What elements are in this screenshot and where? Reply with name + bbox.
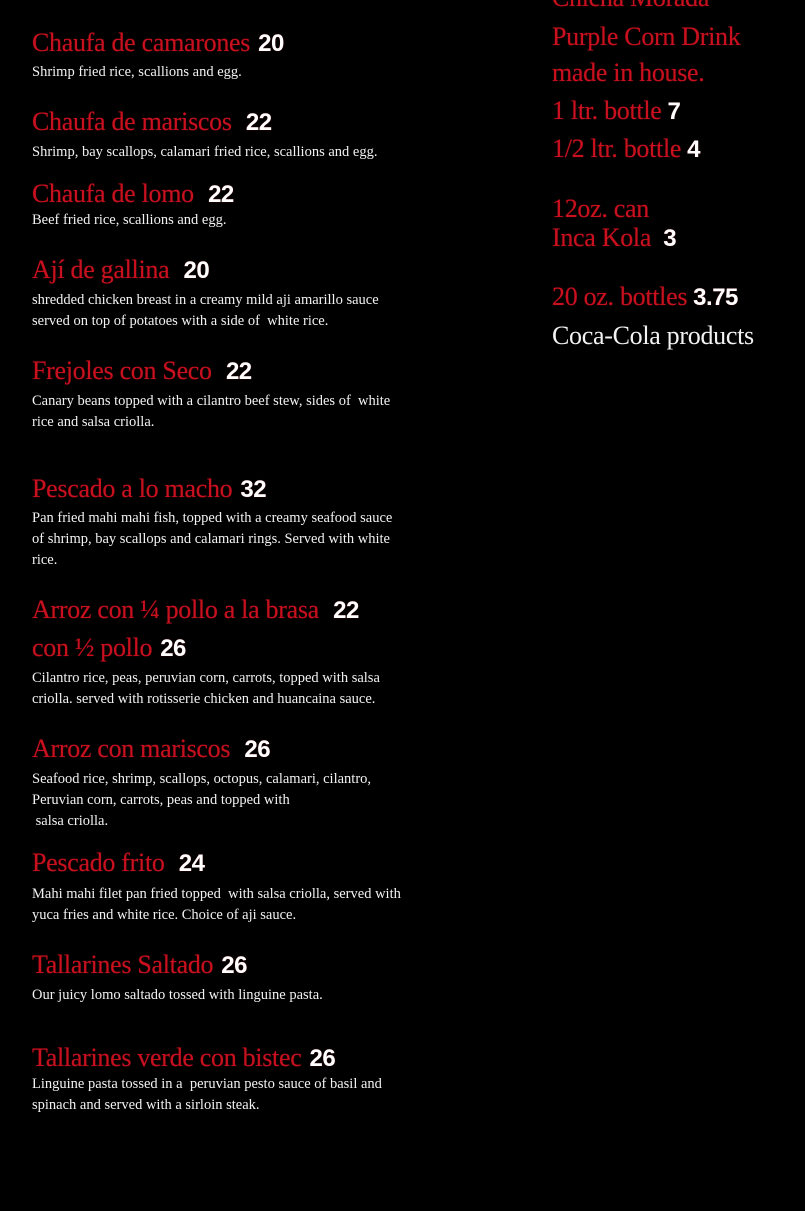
menu-item-description: Beef fried rice, scallions and egg. (32, 210, 432, 231)
drink-line: 1/2 ltr. bottle 4 (552, 134, 700, 164)
menu-item-name: Frejoles con Seco 22 (32, 356, 252, 386)
menu-item-name: Arroz con ¼ pollo a la brasa 22 (32, 595, 359, 625)
item-variant-text: con ½ pollo (32, 633, 153, 662)
drink-line: Chicha Morada (552, 0, 709, 13)
item-price: 22 (208, 181, 234, 208)
item-name-text: Ají de gallina (32, 255, 176, 284)
description-line: criolla. served with rotisserie chicken … (32, 691, 376, 707)
drink-price: 4 (687, 136, 700, 163)
menu-item-description: Shrimp fried rice, scallions and egg. (32, 62, 432, 83)
item-name-text: Tallarines Saltado (32, 950, 214, 979)
description-line: Cilantro rice, peas, peruvian corn, carr… (32, 670, 380, 686)
menu-item-description: Linguine pasta tossed in a peruvian pest… (32, 1074, 432, 1116)
item-name-text: Frejoles con Seco (32, 356, 218, 385)
menu-item-name: Chaufa de mariscos 22 (32, 107, 272, 137)
menu-item-name: Chaufa de lomo 22 (32, 179, 234, 209)
item-name-text: Pescado a lo macho (32, 474, 233, 503)
item-price: 20 (258, 30, 284, 57)
drink-text: 12oz. can (552, 194, 649, 223)
drink-line: 1 ltr. bottle 7 (552, 96, 681, 126)
description-line: Peruvian corn, carrots, peas and topped … (32, 792, 290, 808)
drink-price: 3 (663, 225, 677, 252)
description-line: rice and salsa criolla. (32, 414, 155, 430)
drink-text: 1/2 ltr. bottle (552, 134, 682, 163)
item-name-text: Chaufa de lomo (32, 179, 201, 208)
drink-text: 1 ltr. bottle (552, 96, 662, 125)
item-name-text: Tallarines verde con bistec (32, 1043, 302, 1072)
item-price: 26 (244, 736, 271, 763)
drink-text: Purple Corn Drink (552, 22, 741, 51)
menu-item-description: Pan fried mahi mahi fish, topped with a … (32, 508, 432, 571)
description-line: Canary beans topped with a cilantro beef… (32, 393, 391, 409)
description-line: shredded chicken breast in a creamy mild… (32, 292, 379, 308)
item-name-text: Chaufa de mariscos (32, 107, 238, 136)
item-name-text: Pescado frito (32, 848, 171, 877)
item-price: 22 (225, 358, 252, 385)
menu-item-name: Tallarines verde con bistec 26 (32, 1043, 336, 1073)
item-price: 26 (221, 952, 247, 979)
description-line: Pan fried mahi mahi fish, topped with a … (32, 510, 393, 526)
description-line: Beef fried rice, scallions and egg. (32, 212, 227, 228)
drink-text: made in house. (552, 58, 705, 87)
item-variant-price: 26 (160, 635, 186, 662)
item-name-text: Arroz con ¼ pollo a la brasa (32, 595, 326, 624)
menu-item-name: Ají de gallina 20 (32, 255, 210, 285)
description-line: served on top of potatoes with a side of… (32, 313, 329, 329)
menu-item-description: Cilantro rice, peas, peruvian corn, carr… (32, 668, 432, 710)
description-line: Our juicy lomo saltado tossed with lingu… (32, 987, 323, 1003)
description-line: salsa criolla. (32, 813, 109, 829)
menu-item-description: Seafood rice, shrimp, scallops, octopus,… (32, 769, 432, 832)
description-line: Seafood rice, shrimp, scallops, octopus,… (32, 771, 372, 787)
menu-item-name: Tallarines Saltado 26 (32, 950, 247, 980)
description-line: Shrimp fried rice, scallions and egg. (32, 64, 242, 80)
menu-item-name: Chaufa de camarones 20 (32, 28, 284, 58)
menu-item-description: Shrimp, bay scallops, calamari fried ric… (32, 142, 432, 163)
drink-line: Purple Corn Drink (552, 22, 741, 52)
description-line: Shrimp, bay scallops, calamari fried ric… (32, 144, 378, 160)
drink-line: 12oz. can (552, 194, 649, 224)
item-price: 32 (240, 476, 267, 503)
description-line: spinach and served with a sirloin steak. (32, 1097, 260, 1113)
menu-item-variant: con ½ pollo 26 (32, 633, 186, 663)
description-line: rice. (32, 552, 58, 568)
drink-price: 7 (667, 98, 681, 125)
menu-item-name: Pescado a lo macho 32 (32, 474, 267, 504)
drink-price: 3.75 (693, 284, 738, 311)
item-name-text: Arroz con mariscos (32, 734, 237, 763)
description-line: of shrimp, bay scallops and calamari rin… (32, 531, 390, 547)
item-price: 22 (333, 597, 359, 624)
item-price: 26 (309, 1045, 336, 1072)
drink-text: Inca Kola (552, 223, 658, 252)
drink-line: Inca Kola 3 (552, 223, 677, 253)
menu-item-description: Our juicy lomo saltado tossed with lingu… (32, 985, 432, 1006)
menu-item-description: Canary beans topped with a cilantro beef… (32, 391, 432, 433)
drink-line: 20 oz. bottles 3.75 (552, 282, 738, 312)
item-price: 24 (178, 850, 205, 877)
description-line: yuca fries and white rice. Choice of aji… (32, 907, 297, 923)
menu-item-description: Mahi mahi filet pan fried topped with sa… (32, 884, 432, 926)
drink-text: 20 oz. bottles (552, 282, 688, 311)
menu-item-name: Arroz con mariscos 26 (32, 734, 271, 764)
description-line: Mahi mahi filet pan fried topped with sa… (32, 886, 401, 902)
menu-item-description: shredded chicken breast in a creamy mild… (32, 290, 432, 332)
item-price: 20 (183, 257, 210, 284)
drink-line: made in house. (552, 58, 705, 88)
drink-text: Chicha Morada (552, 0, 709, 12)
drinks-note: Coca-Cola products (552, 321, 754, 350)
item-price: 22 (245, 109, 272, 136)
item-name-text: Chaufa de camarones (32, 28, 251, 57)
menu-item-name: Pescado frito 24 (32, 848, 205, 878)
description-line: Linguine pasta tossed in a peruvian pest… (32, 1076, 382, 1092)
